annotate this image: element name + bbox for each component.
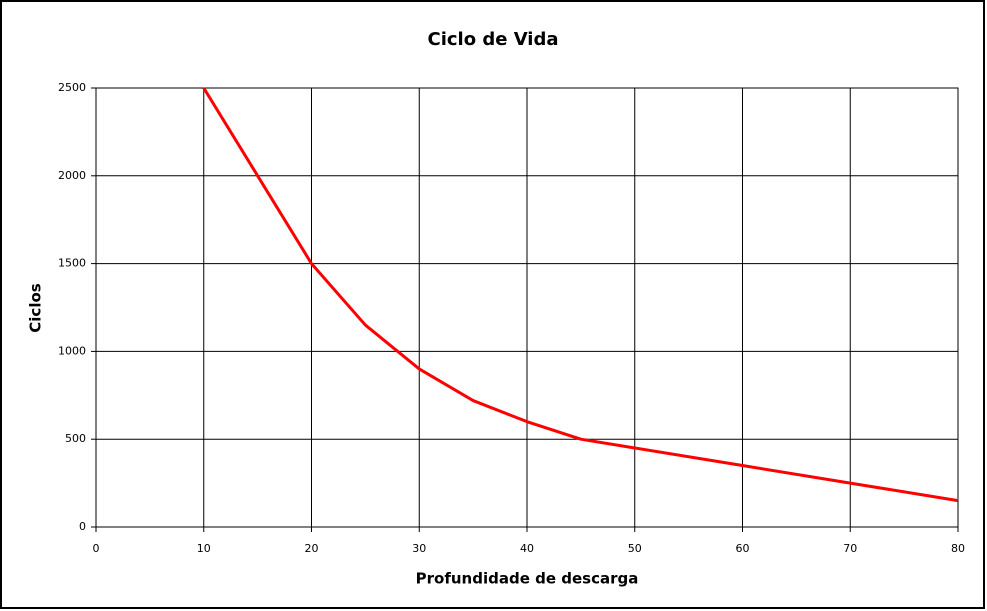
x-tick-label: 40 [520, 542, 534, 555]
x-tick-label: 30 [412, 542, 426, 555]
y-tick-label: 500 [65, 432, 86, 445]
x-tick-label: 0 [93, 542, 100, 555]
x-tick-label: 20 [305, 542, 319, 555]
y-tick-label: 1500 [58, 257, 86, 270]
y-tick-label: 2500 [58, 81, 86, 94]
chart-title: Ciclo de Vida [427, 29, 558, 50]
x-tick-label: 10 [197, 542, 211, 555]
y-tick-label: 2000 [58, 169, 86, 182]
x-tick-label: 70 [843, 542, 857, 555]
y-tick-label: 1000 [58, 344, 86, 357]
y-axis-label: Ciclos [27, 283, 45, 332]
x-tick-label: 50 [628, 542, 642, 555]
y-tick-label: 0 [79, 520, 86, 533]
x-axis-label: Profundidade de descarga [416, 570, 639, 588]
line [202, 87, 959, 503]
x-tick-label: 60 [736, 542, 750, 555]
x-tick-label: 80 [951, 542, 965, 555]
